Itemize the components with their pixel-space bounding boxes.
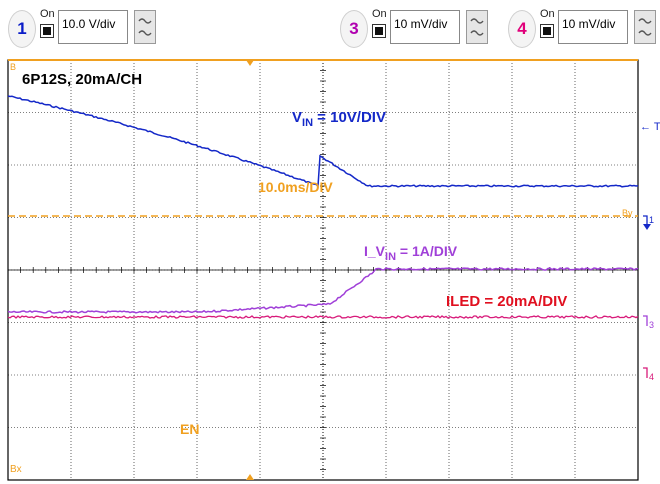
svg-text:3: 3 [649, 320, 654, 330]
enable-label: EN [180, 421, 199, 437]
oscilloscope-screen[interactable]: 6P12S, 20mA/CH VIN = 10V/DIV 10.0ms/DIV … [0, 58, 660, 484]
channel-toolbar: 1 On 10.0 V/div 3 On 10 mV/div 4 On 10 m… [0, 0, 660, 58]
vin-scale-label: VIN = 10V/DIV [292, 109, 386, 129]
ac-dc-coupling-icon [470, 18, 484, 36]
ivin-scale-label: I_VIN = 1A/DIV [364, 243, 458, 263]
reference-marker: By [622, 208, 633, 218]
ch4-iled-trace [7, 315, 639, 319]
trigger-position-marker-bottom[interactable] [246, 474, 254, 480]
channel-4-coupling-button[interactable] [634, 10, 656, 44]
channel-1-badge[interactable]: 1 [8, 10, 36, 48]
channel-3-on-label: On [372, 8, 387, 20]
channel-3-on-checkbox[interactable] [372, 24, 386, 38]
left-bottom-marker: Bx [10, 464, 22, 475]
timebase-label: 10.0ms/DIV [258, 179, 333, 195]
left-top-marker: B [10, 62, 16, 72]
trigger-level-marker[interactable]: ← T [640, 121, 660, 133]
channel-4-on-label: On [540, 8, 555, 20]
channel-4-controls: 4 On 10 mV/div [506, 8, 660, 48]
channel-1-coupling-button[interactable] [134, 10, 156, 44]
channel-3-scale-field[interactable]: 10 mV/div [390, 10, 460, 44]
svg-text:1: 1 [649, 215, 654, 225]
channel-1-scale-field[interactable]: 10.0 V/div [58, 10, 128, 44]
channel-4-scale-field[interactable]: 10 mV/div [558, 10, 628, 44]
channel-1-on-checkbox[interactable] [40, 24, 54, 38]
ac-dc-coupling-icon [638, 18, 652, 36]
ch1-vin-trace [7, 95, 639, 188]
channel-4-badge[interactable]: 4 [508, 10, 536, 48]
channel-4-on-checkbox[interactable] [540, 24, 554, 38]
ch1-ground-marker[interactable]: 1 [643, 215, 654, 230]
ch3-ivin-trace [7, 267, 639, 314]
channel-3-coupling-button[interactable] [466, 10, 488, 44]
channel-3-controls: 3 On 10 mV/div [340, 8, 500, 48]
channel-1-controls: 1 On 10.0 V/div [4, 8, 164, 48]
screen-title: 6P12S, 20mA/CH [22, 71, 142, 88]
ac-dc-coupling-icon [138, 18, 152, 36]
channel-3-badge[interactable]: 3 [340, 10, 368, 48]
iled-scale-label: ILED = 20mA/DIV [446, 293, 567, 310]
svg-text:4: 4 [649, 372, 654, 382]
channel-1-on-label: On [40, 8, 55, 20]
trigger-position-marker[interactable] [246, 60, 254, 66]
ch3-ground-marker[interactable]: 3 [643, 315, 654, 330]
ch4-ground-marker[interactable]: 4 [643, 367, 654, 382]
